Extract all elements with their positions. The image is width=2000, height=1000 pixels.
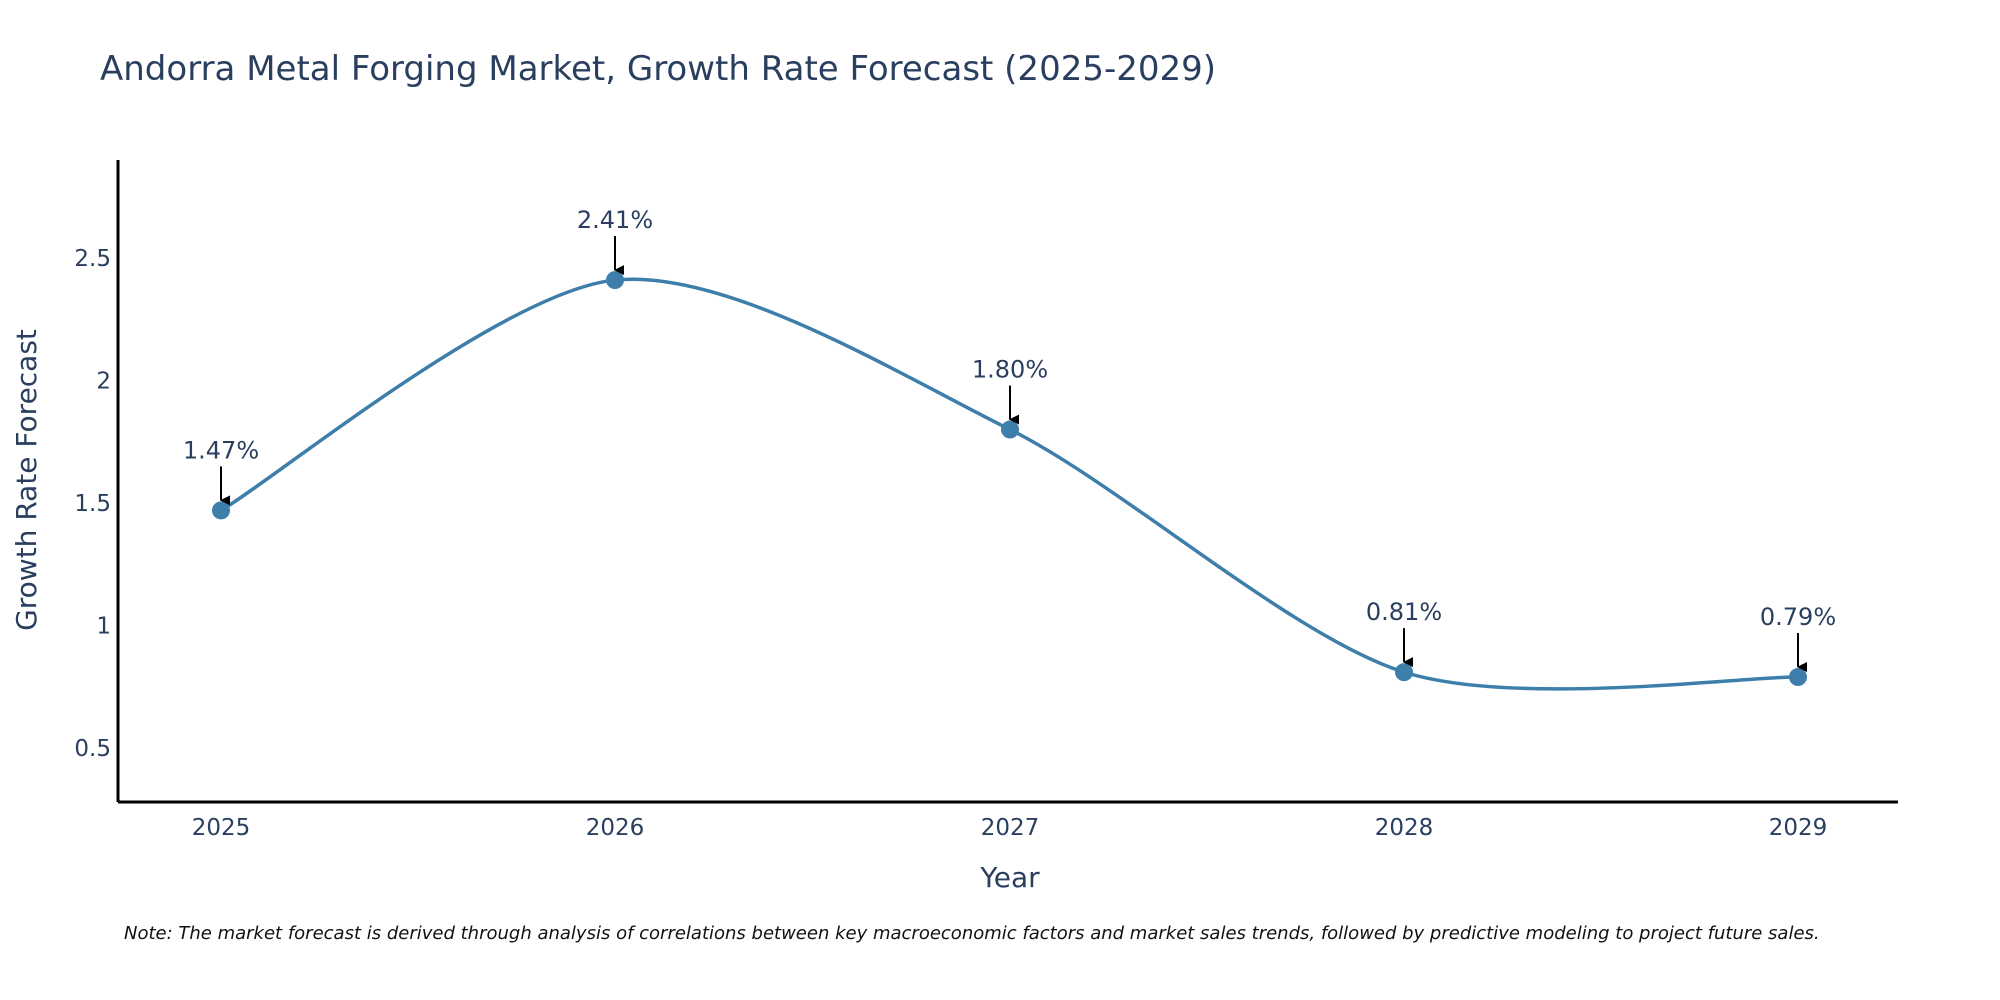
data-label-2025: 1.47% [183, 436, 259, 464]
data-point-2029[interactable] [1789, 668, 1807, 687]
data-label-2027: 1.80% [972, 356, 1048, 384]
data-point-2026[interactable] [606, 271, 624, 290]
series-line [220, 277, 1799, 691]
x-axis-title: Year [979, 861, 1040, 894]
x-tick-label: 2027 [981, 815, 1040, 841]
data-point-2027[interactable] [1001, 420, 1019, 439]
plot-area: 0.5 1 1.5 2 2.5 2025 2026 2027 2028 2029 1.47% 2.41… [74, 160, 1898, 841]
x-tick-label: 2028 [1375, 815, 1434, 841]
y-tick-label: 1.5 [74, 491, 111, 517]
data-label-2029: 0.79% [1760, 603, 1836, 631]
x-tick-label: 2026 [586, 815, 645, 841]
y-axis-title: Growth Rate Forecast [10, 329, 43, 631]
y-tick-label: 1 [96, 614, 111, 640]
data-label-2028: 0.81% [1366, 598, 1442, 626]
y-tick-label: 0.5 [74, 736, 111, 762]
y-tick-label: 2 [96, 369, 111, 395]
x-tick-label: 2025 [192, 815, 251, 841]
x-tick-label: 2029 [1769, 815, 1828, 841]
y-tick-label: 2.5 [74, 246, 111, 272]
data-label-2026: 2.41% [577, 206, 653, 234]
data-point-2028[interactable] [1395, 663, 1413, 682]
data-point-2025[interactable] [212, 501, 230, 520]
chart-title: Andorra Metal Forging Market, Growth Rat… [100, 49, 1216, 89]
chart-note: Note: The market forecast is derived thr… [124, 923, 1820, 944]
